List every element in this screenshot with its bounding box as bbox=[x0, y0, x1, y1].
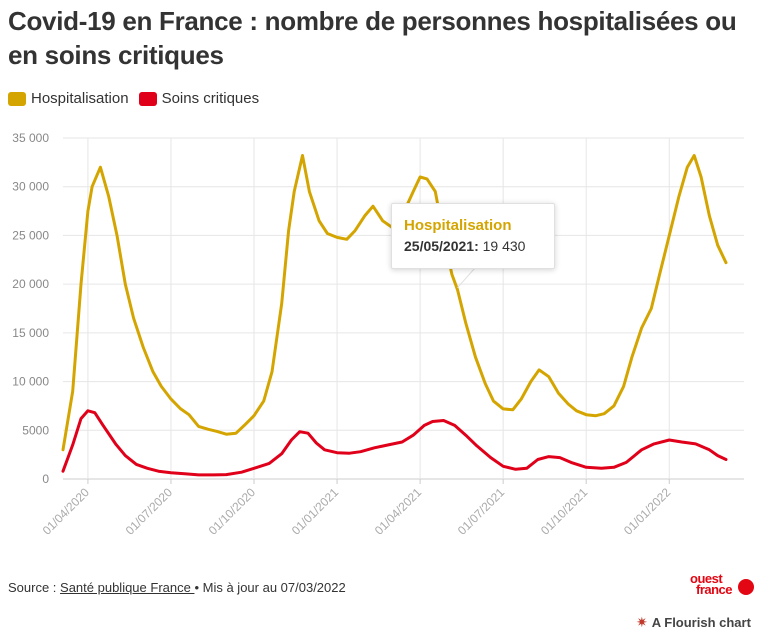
tooltip: Hospitalisation 25/05/2021: 19 430 bbox=[391, 203, 555, 269]
flourish-label: A Flourish chart bbox=[651, 615, 751, 630]
tooltip-pointer bbox=[457, 267, 476, 289]
y-tick-label: 20 000 bbox=[12, 277, 49, 291]
legend-item-soins-critiques[interactable]: Soins critiques bbox=[138, 90, 260, 107]
x-tick-label: 01/04/2021 bbox=[372, 485, 425, 538]
tooltip-date: 25/05/2021: bbox=[404, 238, 479, 254]
y-tick-label: 5000 bbox=[22, 423, 49, 437]
tooltip-value: 19 430 bbox=[482, 238, 526, 254]
source-prefix: Source : bbox=[8, 580, 61, 595]
legend-label-hospitalisation: Hospitalisation bbox=[31, 90, 129, 107]
y-tick-label: 10 000 bbox=[12, 375, 49, 389]
source-suffix: • Mis à jour au 07/03/2022 bbox=[194, 580, 346, 595]
legend-swatch-soins-critiques bbox=[138, 91, 157, 106]
chart-grid bbox=[63, 137, 744, 484]
series-line-hospitalisation bbox=[61, 154, 728, 452]
y-tick-label: 35 000 bbox=[12, 131, 49, 145]
tooltip-series: Hospitalisation bbox=[404, 217, 512, 234]
x-axis-ticks: 01/04/2020 01/07/2020 01/10/2020 01/01/2021… bbox=[40, 485, 674, 538]
x-tick-label: 01/10/2020 bbox=[206, 485, 259, 538]
logo-mark-icon bbox=[738, 579, 754, 595]
x-tick-label: 01/01/2021 bbox=[289, 485, 342, 538]
x-tick-label: 01/10/2021 bbox=[538, 485, 591, 538]
legend-label-soins-critiques: Soins critiques bbox=[161, 90, 260, 107]
series-line-soins-critiques bbox=[61, 409, 728, 477]
y-tick-label: 0 bbox=[42, 472, 49, 486]
legend-item-hospitalisation[interactable]: Hospitalisation bbox=[8, 90, 129, 107]
x-tick-label: 01/01/2022 bbox=[621, 485, 674, 538]
flourish-icon: ✷ bbox=[636, 614, 648, 630]
chart-title: Covid-19 en France : nombre de personnes… bbox=[8, 6, 737, 70]
source-note: Source : Santé publique France • Mis à j… bbox=[8, 580, 346, 595]
y-tick-label: 25 000 bbox=[12, 228, 49, 242]
ouest-france-logo[interactable]: ouest france bbox=[690, 571, 758, 599]
x-tick-label: 01/07/2020 bbox=[123, 485, 176, 538]
logo-line1: ouest bbox=[690, 571, 723, 586]
y-tick-label: 30 000 bbox=[12, 180, 49, 194]
source-link[interactable]: Santé publique France bbox=[60, 580, 195, 595]
x-tick-label: 01/07/2021 bbox=[455, 485, 508, 538]
y-axis-ticks: 0 5000 10 000 15 000 20 000 25 000 30 000 35 00… bbox=[12, 131, 49, 486]
flourish-credit[interactable]: ✷ A Flourish chart bbox=[636, 614, 751, 631]
y-tick-label: 15 000 bbox=[12, 326, 49, 340]
logo-line2: france bbox=[696, 582, 733, 597]
legend-swatch-hospitalisation bbox=[8, 91, 26, 106]
x-tick-label: 01/04/2020 bbox=[40, 485, 93, 538]
tooltip-row: 25/05/2021: 19 430 bbox=[404, 236, 542, 256]
hover-marker bbox=[457, 267, 476, 289]
legend: Hospitalisation Soins critiques bbox=[8, 90, 269, 107]
